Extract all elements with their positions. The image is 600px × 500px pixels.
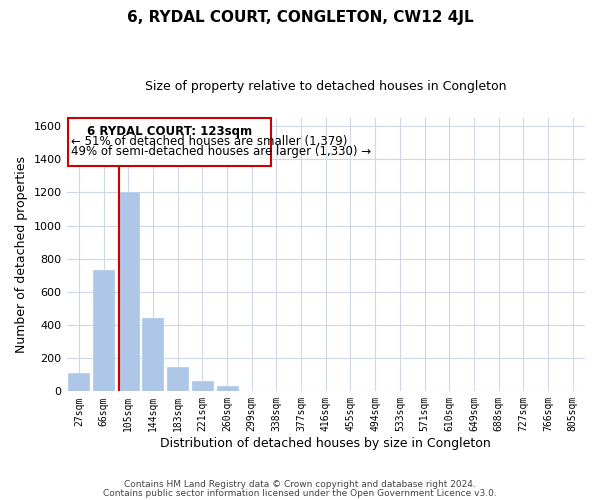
Text: 49% of semi-detached houses are larger (1,330) →: 49% of semi-detached houses are larger (… [71,145,371,158]
FancyBboxPatch shape [68,118,271,166]
Bar [192,381,213,392]
Text: 6 RYDAL COURT: 123sqm: 6 RYDAL COURT: 123sqm [87,125,252,138]
Text: ← 51% of detached houses are smaller (1,379): ← 51% of detached houses are smaller (1,… [71,135,348,148]
Bar [68,373,89,392]
Text: Contains HM Land Registry data © Crown copyright and database right 2024.: Contains HM Land Registry data © Crown c… [124,480,476,489]
X-axis label: Distribution of detached houses by size in Congleton: Distribution of detached houses by size … [160,437,491,450]
Text: Contains public sector information licensed under the Open Government Licence v3: Contains public sector information licen… [103,488,497,498]
Bar [142,318,163,392]
Bar [167,368,188,392]
Y-axis label: Number of detached properties: Number of detached properties [15,156,28,353]
Bar [217,386,238,392]
Bar [118,192,139,392]
Text: 6, RYDAL COURT, CONGLETON, CW12 4JL: 6, RYDAL COURT, CONGLETON, CW12 4JL [127,10,473,25]
Bar [93,270,114,392]
Title: Size of property relative to detached houses in Congleton: Size of property relative to detached ho… [145,80,506,93]
